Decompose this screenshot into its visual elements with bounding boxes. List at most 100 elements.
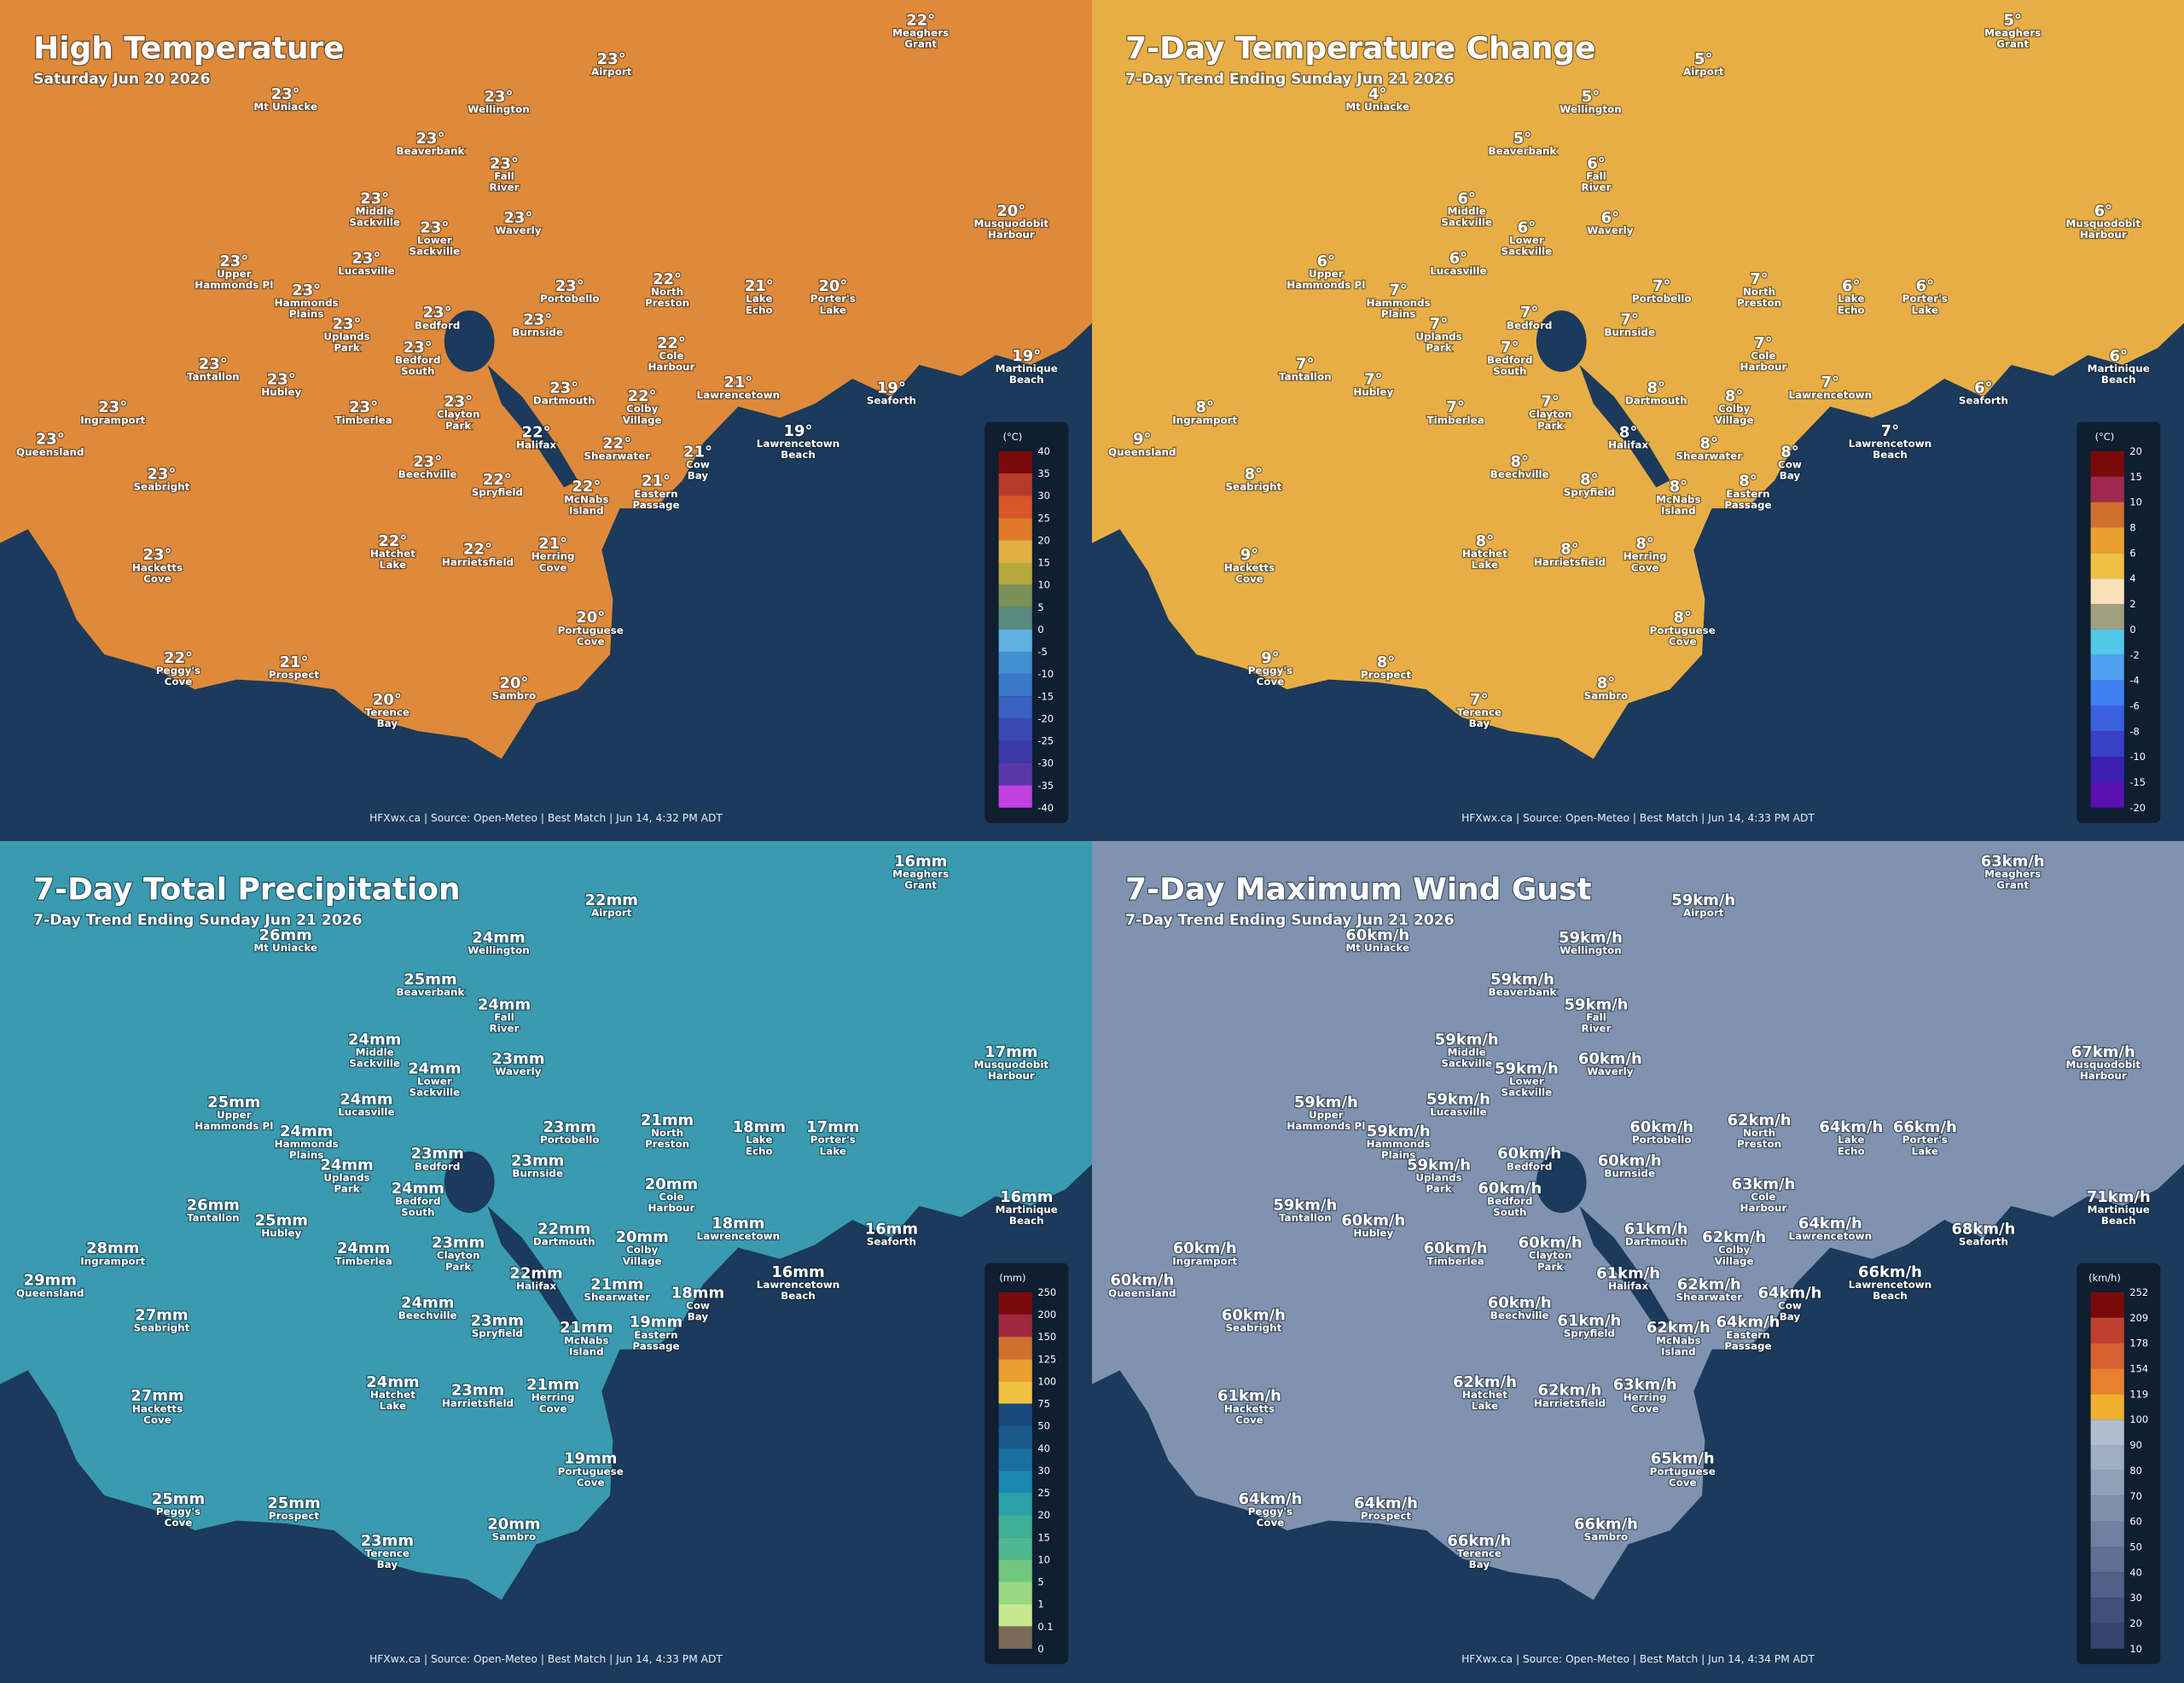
place-value: 8° (1700, 435, 1718, 453)
place-value: 8° (1510, 453, 1528, 471)
place-value: 8° (1619, 424, 1637, 442)
place-name: Cole (1751, 350, 1775, 362)
place-name: Meaghers (1984, 26, 2041, 38)
place-name: Lake (1472, 1400, 1498, 1412)
map-footer: HFXwx.ca | Source: Open-Meteo | Best Mat… (1461, 1653, 1815, 1666)
place-value: 6° (1457, 189, 1475, 207)
place-name: Hammonds Pl (1287, 1120, 1365, 1132)
place-value: 6° (1916, 277, 1934, 295)
place-value: 17mm (806, 1118, 859, 1136)
place-value: 23° (416, 130, 445, 148)
legend-swatch (2090, 1572, 2124, 1599)
place-name: McNabs (1656, 493, 1701, 505)
place-name: Hammonds (1367, 297, 1431, 309)
legend-swatch (2090, 527, 2124, 554)
place-name: Bay (688, 470, 709, 482)
place-name: Lake (820, 304, 846, 316)
place-name: Lower (417, 235, 452, 247)
place-name: Bedford (395, 1195, 440, 1207)
land (0, 0, 1092, 759)
place-name: Lake (820, 1145, 846, 1157)
place-name: Upper (1309, 1109, 1344, 1121)
legend-tick-label: 8 (2129, 522, 2135, 534)
place-name: Upper (217, 268, 252, 280)
place-value: 60km/h (1519, 1234, 1583, 1252)
place-value: 65km/h (1651, 1450, 1715, 1468)
place-name: Cove (1235, 1413, 1263, 1425)
legend-swatch (2090, 604, 2124, 630)
legend-swatch (998, 1425, 1032, 1448)
legend-swatch (2090, 781, 2124, 808)
place-name: Portobello (540, 293, 600, 305)
place-value: 25mm (255, 1212, 308, 1230)
place-name: South (1493, 1206, 1526, 1218)
place-value: 22° (463, 541, 492, 559)
place-name: Lucasville (1430, 265, 1486, 277)
place-name: Lake (1838, 1134, 1864, 1146)
place-name: Hacketts (132, 1402, 183, 1414)
place-name: Bay (1469, 1558, 1490, 1570)
place-name: Passage (632, 499, 679, 511)
place-name: Island (569, 1345, 604, 1357)
place-value: 23° (597, 50, 626, 68)
place-name: Portobello (1632, 1134, 1692, 1146)
place-name: Lake (1472, 559, 1498, 571)
place-name: Martinique (996, 1204, 1058, 1216)
place-name: Bay (377, 717, 398, 729)
place-value: 59km/h (1671, 891, 1735, 909)
legend-swatch (998, 1626, 1032, 1649)
place-name: McNabs (564, 1334, 609, 1346)
place-value: 18mm (712, 1215, 764, 1233)
legend-swatch (998, 1381, 1032, 1404)
legend-tick-label: 15 (1037, 1531, 1050, 1543)
place-name: Lower (417, 1076, 452, 1088)
place-name: Middle (1448, 205, 1486, 217)
place-value: 22° (378, 532, 407, 550)
place-value: 20mm (645, 1175, 698, 1193)
place-name: Bedford (415, 1160, 460, 1172)
place-name: Shearwater (1676, 450, 1742, 462)
place-value: 59km/h (1407, 1156, 1471, 1174)
place-value: 62km/h (1677, 1276, 1741, 1294)
bedford-basin (1536, 1152, 1587, 1213)
place-name: Hatchet (370, 548, 415, 560)
place-value: 6° (1974, 379, 1992, 397)
legend-swatch (2090, 1317, 2124, 1343)
place-name: Village (1715, 1255, 1754, 1267)
place-name: Bay (688, 1311, 709, 1323)
place-value: 59km/h (1367, 1123, 1431, 1140)
place-value: 23° (349, 398, 378, 416)
place-value: 6° (1317, 252, 1335, 270)
legend-tick-label: 10 (2129, 496, 2142, 508)
place-name: Prospect (269, 669, 320, 681)
legend-swatch (998, 473, 1032, 496)
place-value: 8° (1780, 443, 1798, 461)
place-value: 7° (1364, 371, 1382, 389)
legend-tick-label: 178 (2129, 1338, 2148, 1349)
legend-swatch (998, 696, 1032, 719)
place-name: Village (623, 414, 662, 426)
place-value: 21° (745, 277, 774, 295)
place-value: 64km/h (1239, 1490, 1303, 1508)
place-value: 22° (602, 435, 631, 453)
place-value: 22mm (537, 1220, 590, 1238)
place-name: Lower (1509, 235, 1544, 247)
place-name: Hubley (1353, 1227, 1393, 1239)
place-name: Harrietsfield (1534, 1397, 1606, 1409)
place-value: 9° (1133, 431, 1151, 449)
place-value: 59km/h (1559, 929, 1623, 947)
place-name: Portuguese (1650, 624, 1716, 636)
place-value: 61km/h (1557, 1312, 1621, 1330)
place-name: Plains (289, 1149, 324, 1161)
place-name: Cove (539, 561, 567, 573)
place-name: Ingramport (1172, 414, 1237, 426)
place-value: 19° (784, 422, 813, 440)
legend-tick-label: 40 (1037, 445, 1050, 457)
legend-tick-label: -35 (1037, 780, 1054, 792)
legend-swatch (2090, 1470, 2124, 1496)
legend-tick-label: -40 (1037, 802, 1054, 814)
legend-swatch (998, 450, 1032, 474)
place-name: Peggy's (1248, 1506, 1292, 1518)
